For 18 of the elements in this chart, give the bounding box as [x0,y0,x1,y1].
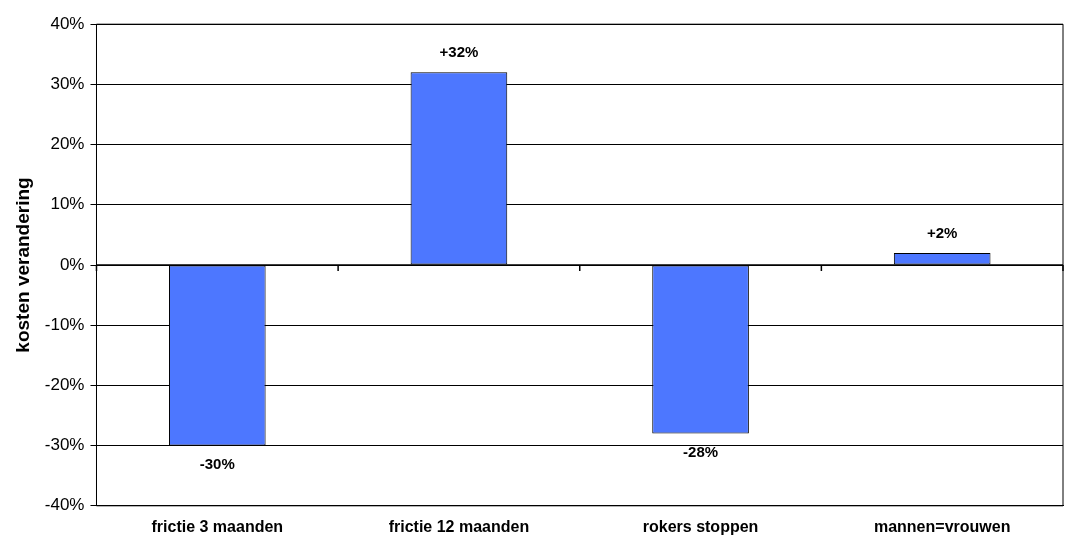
y-tick-label: -40% [44,495,85,515]
y-tick-label: 0% [59,254,85,274]
x-tick-label: mannen=vrouwen [873,517,1011,535]
data-label: -28% [683,443,719,461]
y-tick-label: 30% [50,74,85,94]
x-tick-label: frictie 12 maanden [388,517,530,535]
x-tick-label: frictie 3 maanden [151,517,284,535]
y-tick-label: -30% [44,435,85,455]
y-tick-label: 40% [50,13,85,33]
y-tick-label: 10% [50,194,85,214]
x-tick-label: rokers stoppen [642,517,759,535]
data-label: -30% [199,455,235,473]
y-axis-title: kosten verandering [11,177,33,353]
y-tick-label: -20% [44,375,85,395]
y-tick-label: -10% [44,314,85,334]
data-label: +32% [439,43,479,60]
y-tick-label: 20% [50,134,85,154]
data-label: +2% [926,223,958,241]
